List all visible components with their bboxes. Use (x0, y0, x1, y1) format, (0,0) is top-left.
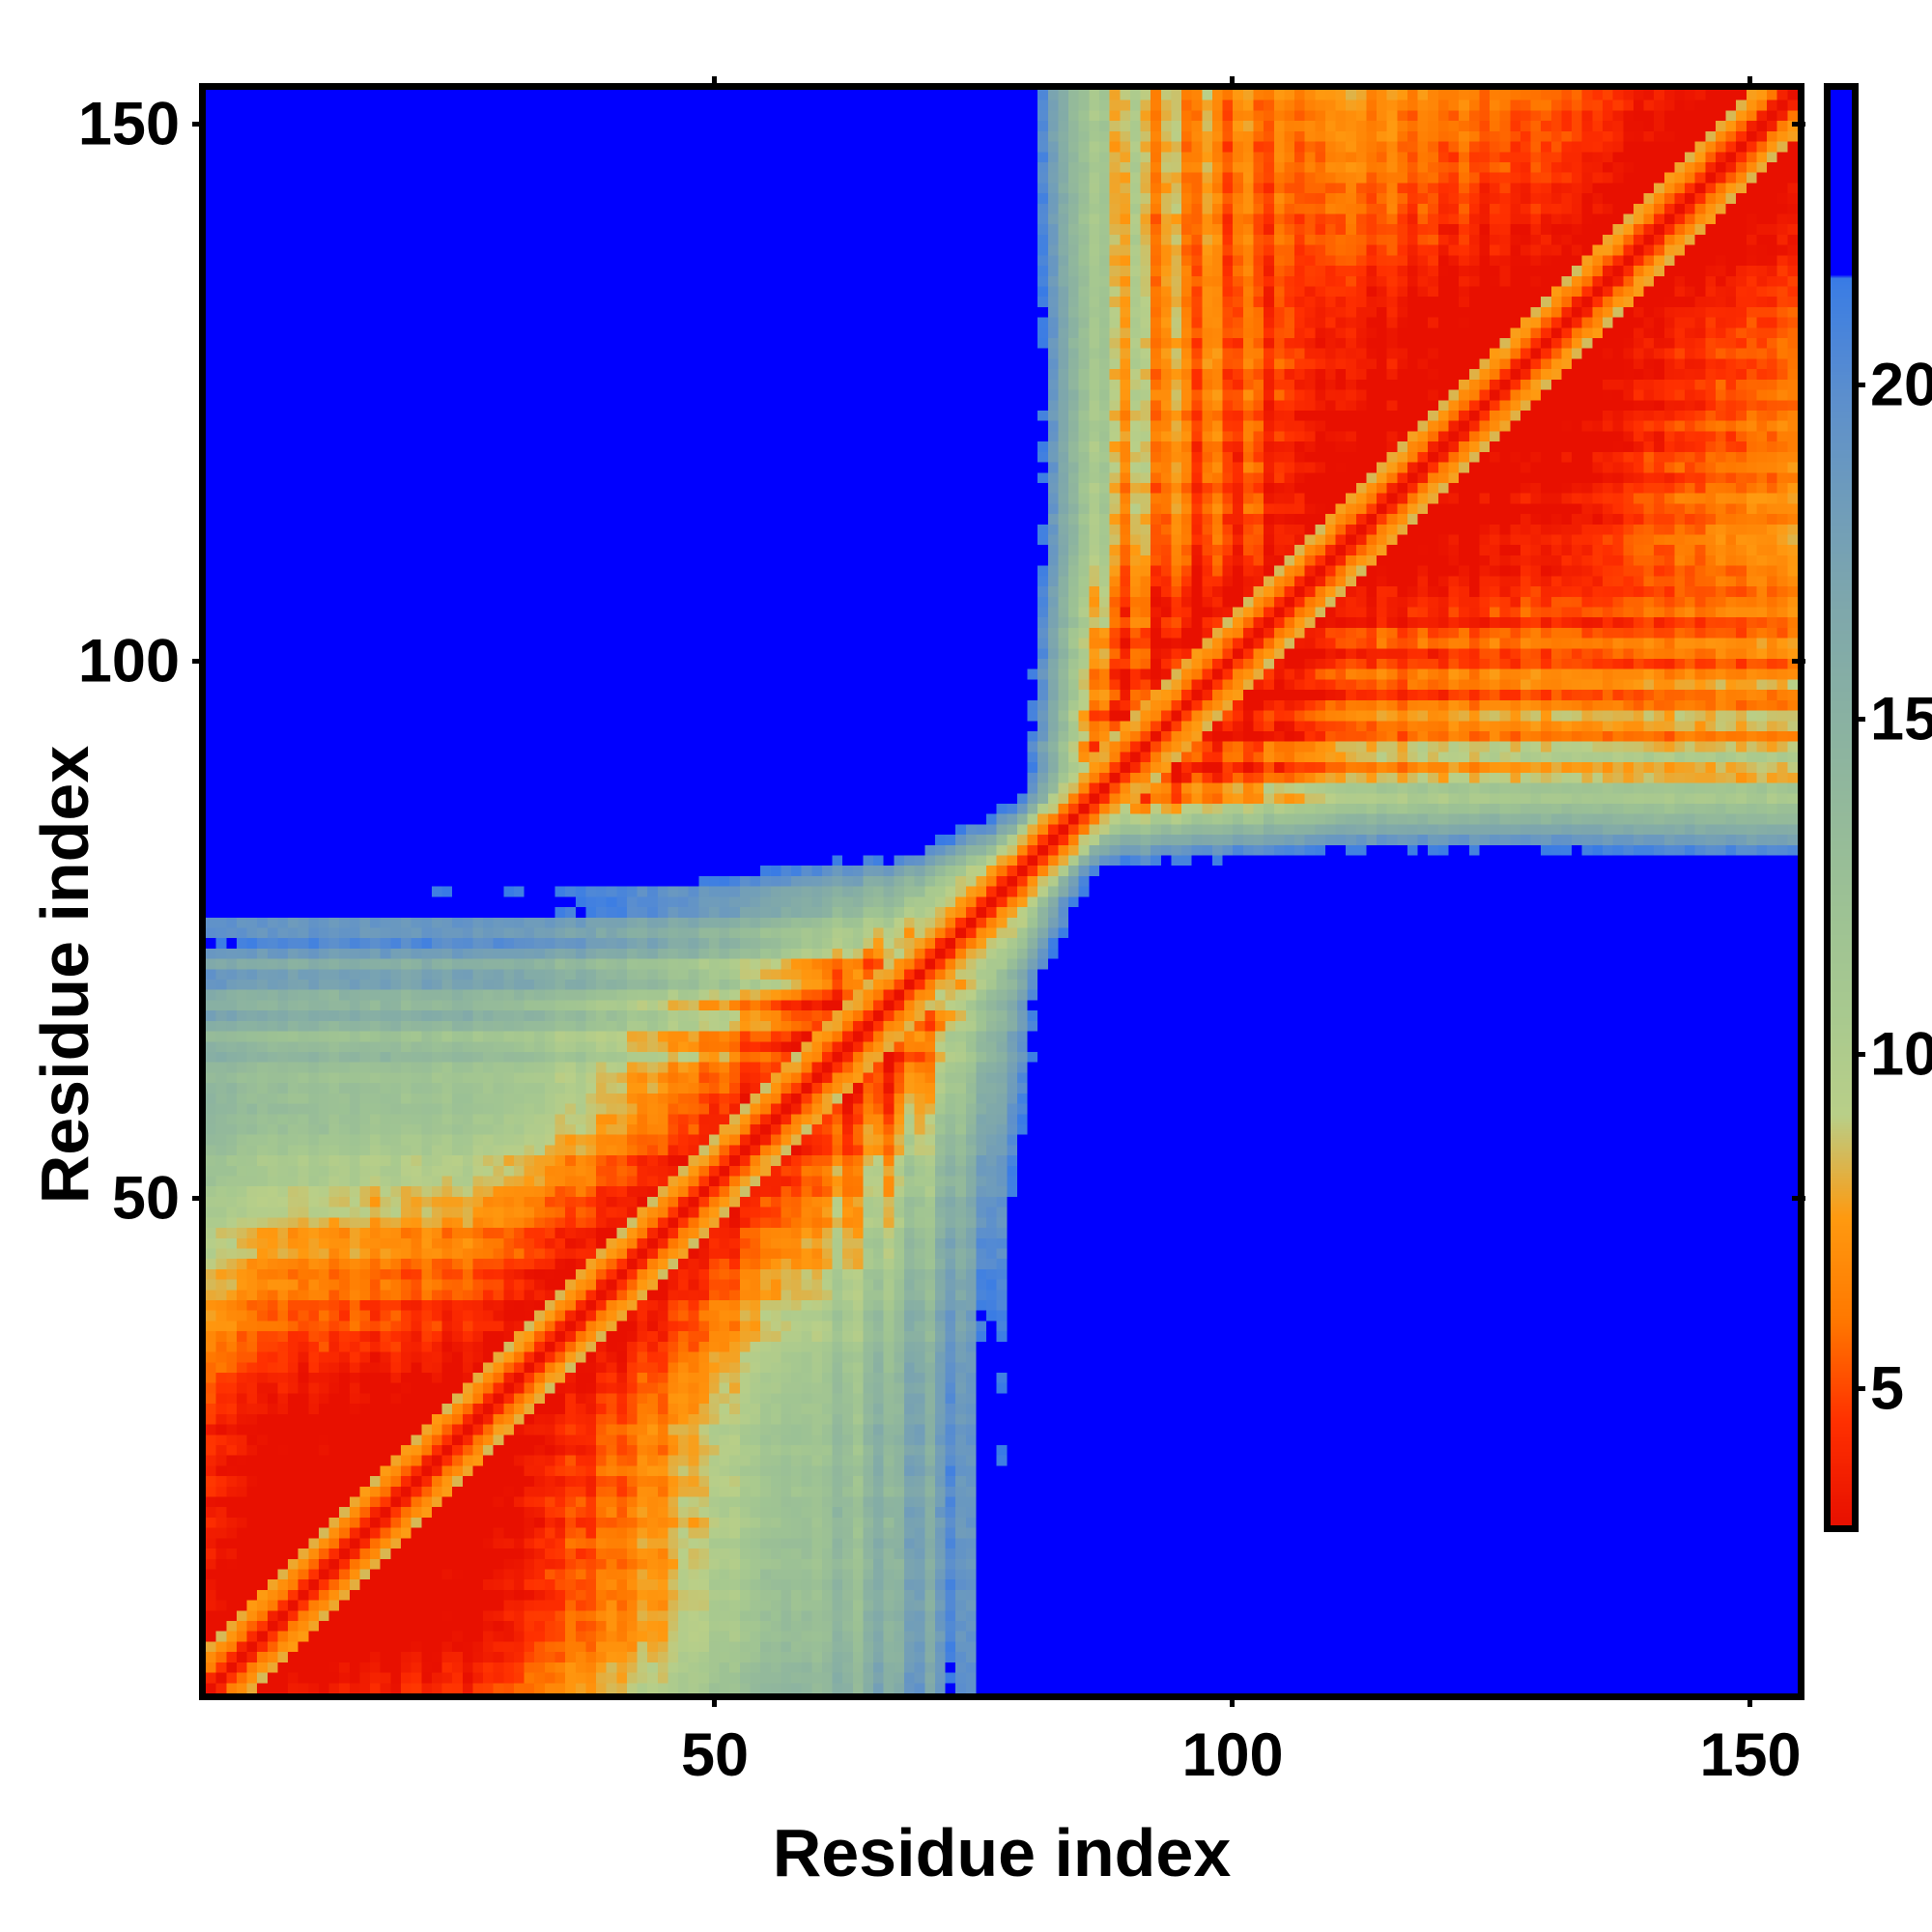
x-tick-label-50: 50 (680, 1721, 750, 1789)
colorbar-tick-label-5: 5 (1870, 1354, 1905, 1423)
y-tick-label-50: 50 (111, 1164, 180, 1233)
colorbar-tick-mark-15 (1852, 717, 1865, 722)
heatmap-axes (199, 83, 1804, 1700)
x-tick-mark-100 (1230, 1693, 1235, 1707)
x-tick-label-100: 100 (1181, 1721, 1284, 1789)
x-tick-mark-top-100 (1230, 76, 1235, 90)
y-tick-label-100: 100 (77, 627, 180, 696)
colorbar-gradient (1831, 90, 1852, 1525)
y-tick-mark-right-150 (1792, 122, 1805, 127)
x-tick-mark-top-50 (712, 76, 717, 90)
x-tick-mark-top-150 (1747, 76, 1752, 90)
colorbar (1824, 83, 1859, 1532)
y-axis-title: Residue index (27, 745, 102, 1205)
y-tick-label-150: 150 (77, 90, 180, 158)
x-tick-mark-150 (1747, 1693, 1752, 1707)
x-tick-label-150: 150 (1699, 1721, 1802, 1789)
distance-matrix-heatmap (206, 90, 1798, 1693)
y-tick-mark-50 (192, 1196, 206, 1201)
colorbar-tick-mark-20 (1852, 383, 1865, 387)
y-tick-mark-150 (192, 122, 206, 127)
y-tick-mark-right-50 (1792, 1196, 1805, 1201)
y-tick-mark-right-100 (1792, 659, 1805, 664)
colorbar-tick-mark-5 (1852, 1386, 1865, 1391)
colorbar-tick-label-10: 10 (1870, 1020, 1932, 1089)
colorbar-tick-label-20: 20 (1870, 351, 1932, 419)
y-tick-mark-100 (192, 659, 206, 664)
colorbar-tick-mark-10 (1852, 1052, 1865, 1057)
x-axis-title: Residue index (772, 1815, 1232, 1890)
x-tick-mark-50 (712, 1693, 717, 1707)
colorbar-tick-label-15: 15 (1870, 685, 1932, 753)
